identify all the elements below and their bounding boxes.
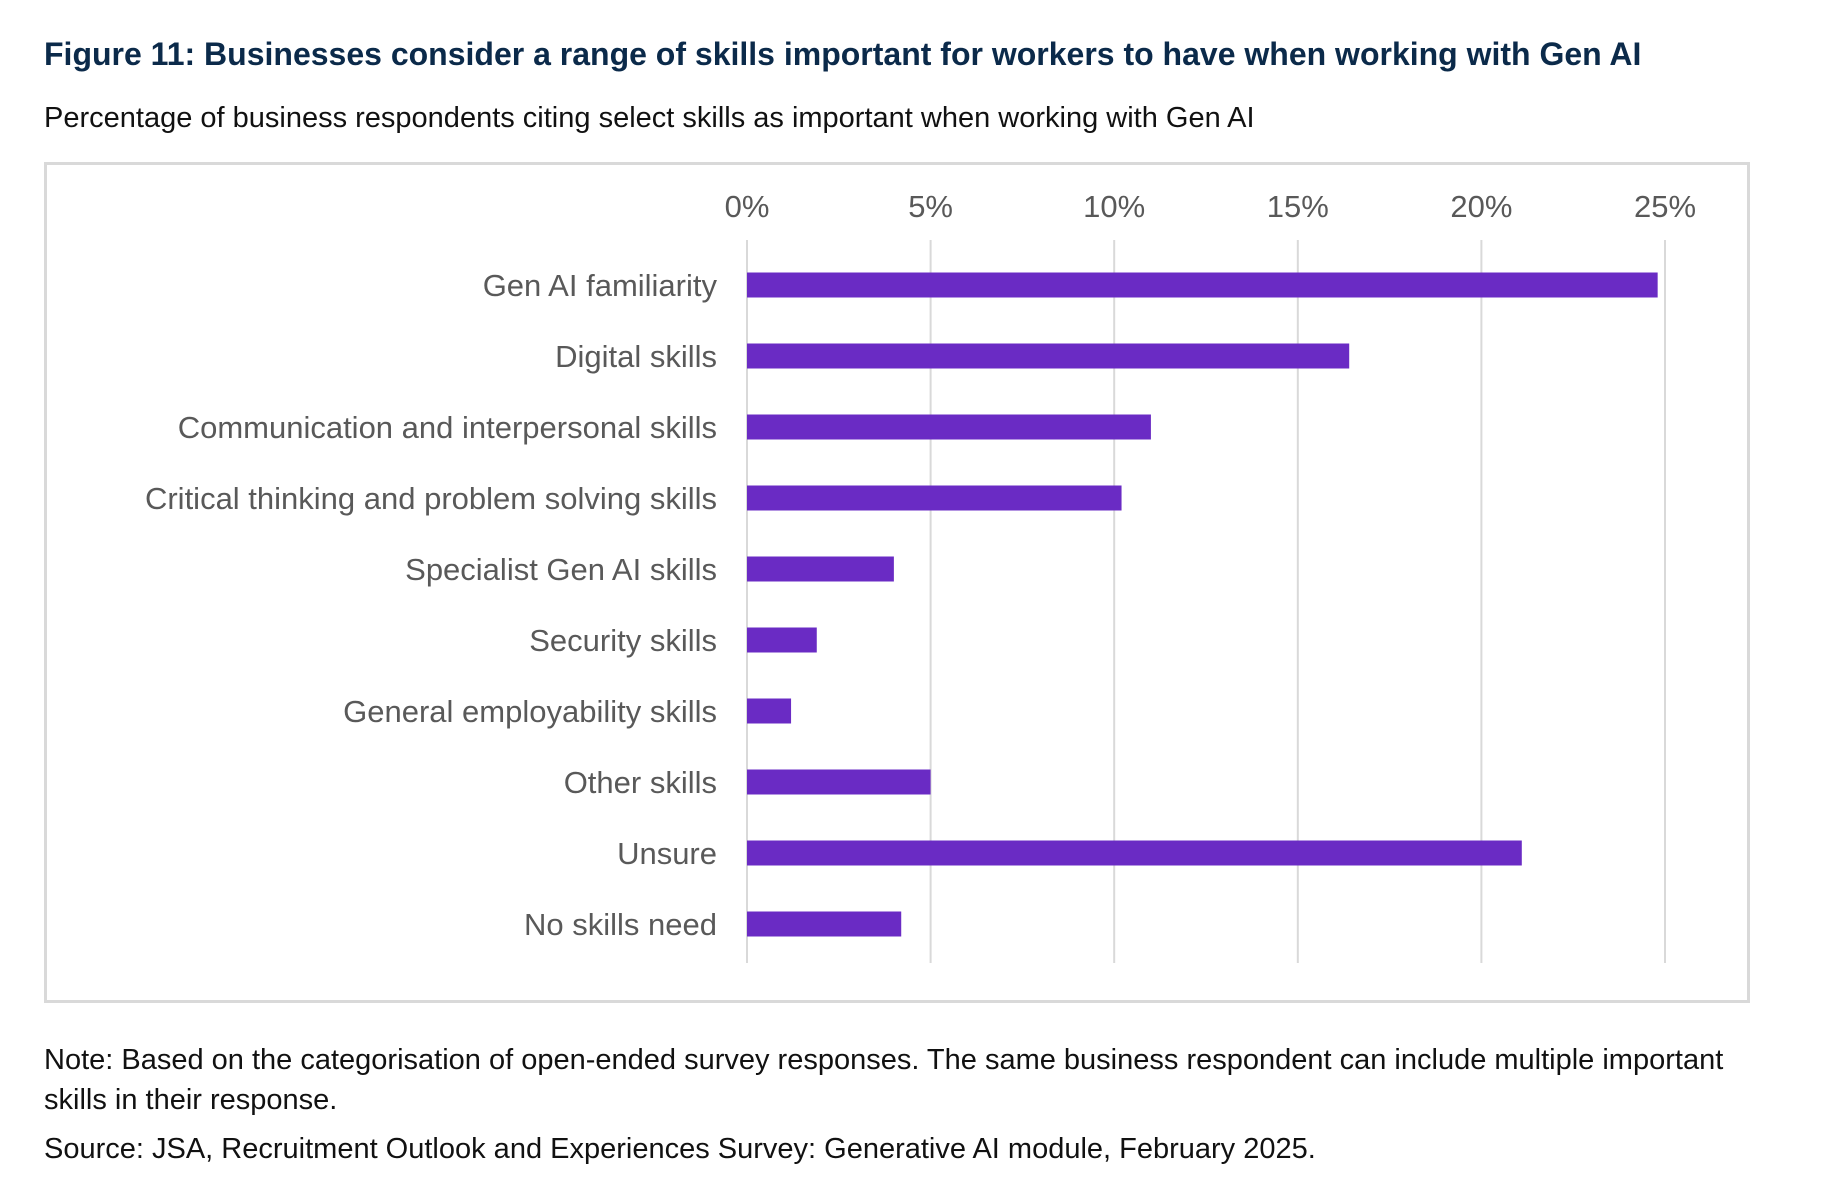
x-tick-label: 25%: [1634, 189, 1696, 224]
bar: [747, 911, 902, 937]
bars: [747, 272, 1658, 937]
bar: [747, 556, 894, 582]
category-label: Critical thinking and problem solving sk…: [145, 481, 717, 516]
chart-frame: 0% 5% 10% 15% 20% 25% Gen AI familiarity Digit…: [44, 162, 1750, 1003]
figure-source: Source: JSA, Recruitment Outlook and Exp…: [44, 1133, 1316, 1165]
x-tick-label: 15%: [1267, 189, 1329, 224]
x-axis-ticks: 0% 5% 10% 15% 20% 25%: [725, 189, 1696, 224]
bar: [747, 698, 792, 724]
bar: [747, 343, 1350, 369]
category-label: Other skills: [564, 765, 717, 800]
category-label: Specialist Gen AI skills: [405, 552, 717, 587]
category-labels: Gen AI familiarity Digital skills Communic…: [145, 268, 718, 942]
bar: [747, 840, 1522, 866]
category-label: General employability skills: [343, 694, 717, 729]
figure-title: Figure 11: Businesses consider a range o…: [44, 36, 1642, 72]
figure-note: Note: Based on the categorisation of ope…: [44, 1044, 1724, 1116]
figure-subtitle: Percentage of business respondents citin…: [44, 102, 1255, 134]
bar: [747, 627, 817, 653]
category-label: Gen AI familiarity: [483, 268, 718, 303]
bar: [747, 272, 1658, 298]
category-label: No skills need: [524, 907, 717, 942]
bar: [747, 769, 931, 795]
category-label: Security skills: [529, 623, 717, 658]
category-label: Communication and interpersonal skills: [178, 410, 717, 445]
bar: [747, 485, 1122, 511]
x-tick-label: 5%: [908, 189, 953, 224]
bar-chart: 0% 5% 10% 15% 20% 25% Gen AI familiarity Digit…: [145, 189, 1696, 963]
x-tick-label: 0%: [725, 189, 770, 224]
x-tick-label: 20%: [1450, 189, 1512, 224]
bar: [747, 414, 1151, 440]
category-label: Unsure: [617, 836, 717, 871]
x-tick-label: 10%: [1083, 189, 1145, 224]
category-label: Digital skills: [555, 339, 717, 374]
